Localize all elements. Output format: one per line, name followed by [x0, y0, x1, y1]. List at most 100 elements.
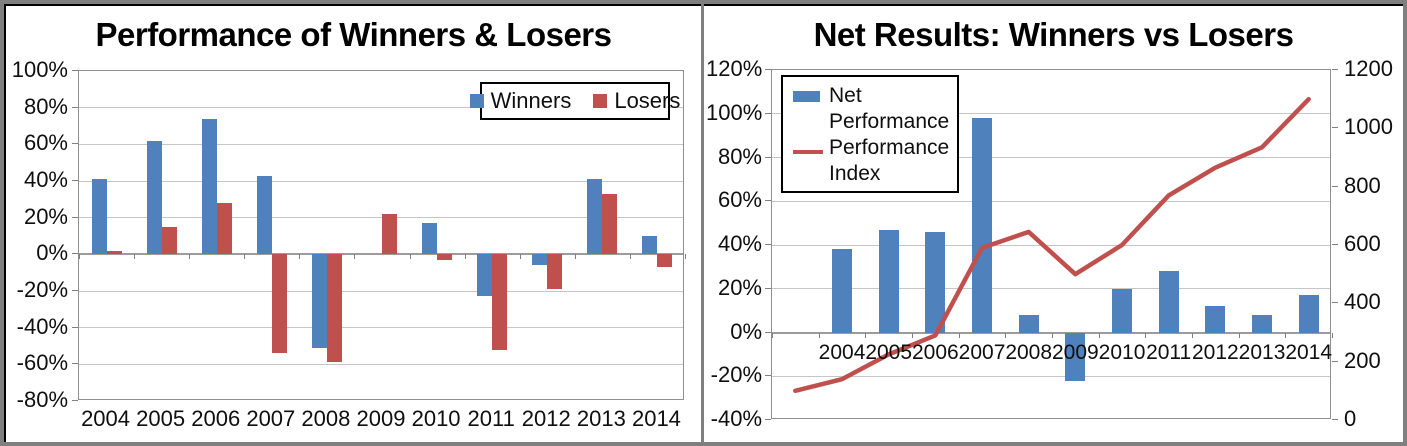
- right-y-axis-label: 1000: [1344, 114, 1393, 140]
- losers-swatch-icon: [593, 94, 608, 108]
- right-y-axis-tick: [1332, 302, 1338, 304]
- bar-winners-2010: [422, 223, 438, 255]
- chart-title-net-results: Net Results: Winners vs Losers: [813, 16, 1294, 53]
- category-tick: [629, 254, 631, 260]
- x-axis-label: 2014: [631, 406, 681, 431]
- x-axis-label: 2011: [467, 406, 515, 431]
- x-axis-label: 2007: [958, 340, 1006, 364]
- y-axis-tick: [72, 326, 78, 328]
- bar-net-performance-2013: [1252, 315, 1272, 333]
- bar-losers-2013: [602, 193, 618, 255]
- x-axis-label: 2007: [246, 406, 296, 431]
- category-tick: [409, 254, 411, 260]
- chart-panel-net-results: Net Results: Winners vs Losers 2004 2005 2…: [704, 6, 1403, 440]
- bar-winners-2013: [587, 179, 603, 255]
- legend-item-net-performance: Net Performance: [793, 83, 949, 135]
- x-axis-label: 2009: [1052, 340, 1099, 364]
- gridline: [79, 327, 683, 329]
- y-axis-label: -40%: [16, 313, 68, 339]
- category-tick: [464, 254, 466, 260]
- x-axis-label: 2010: [411, 406, 461, 431]
- left-y-axis-label: 120%: [706, 56, 763, 81]
- right-y-axis-tick: [1332, 127, 1338, 129]
- x-axis-label: 2014: [1285, 340, 1333, 364]
- gridline: [772, 200, 1330, 202]
- bar-losers-2006: [216, 203, 232, 255]
- gridline: [772, 375, 1330, 377]
- x-axis-label: 2004: [818, 340, 866, 364]
- bar-net-performance-2008: [1018, 315, 1039, 333]
- category-tick: [685, 254, 686, 260]
- winners-swatch-icon: [469, 94, 484, 108]
- gridline: [79, 180, 683, 182]
- category-tick: [79, 254, 80, 260]
- category-tick: [1098, 332, 1100, 338]
- category-tick: [244, 254, 246, 260]
- chart-panel-performance: Performance of Winners & Losers Winners …: [6, 6, 701, 440]
- y-axis-label: -20%: [16, 277, 68, 302]
- left-y-axis-label: 100%: [706, 99, 763, 125]
- y-axis-tick: [72, 143, 78, 145]
- x-axis-label: 2006: [912, 340, 959, 364]
- performance-index-line-swatch-icon: [793, 150, 823, 154]
- gridline: [79, 143, 683, 145]
- bar-winners-2006: [201, 118, 217, 255]
- right-y-axis-label: 200: [1344, 347, 1381, 373]
- legend-item-performance-index: Performance Index: [793, 135, 949, 187]
- gridline: [79, 217, 683, 219]
- left-y-axis-label: 40%: [717, 231, 762, 256]
- x-axis-label: 2009: [356, 406, 406, 431]
- bar-losers-2009: [382, 214, 397, 255]
- left-y-axis-label: 60%: [717, 187, 762, 213]
- plot-area-performance: [78, 70, 686, 400]
- category-tick: [865, 332, 867, 338]
- chart-title-performance: Performance of Winners & Losers: [95, 16, 612, 53]
- x-axis-label: 2013: [1238, 340, 1286, 364]
- bar-winners-2008: [311, 254, 327, 348]
- panel-divider: [701, 4, 704, 442]
- y-axis-label: 80%: [23, 93, 68, 119]
- x-axis-label: 2012: [1192, 340, 1239, 364]
- left-y-axis-label: 20%: [717, 274, 762, 300]
- y-axis-tick: [72, 363, 78, 365]
- category-tick: [574, 254, 576, 260]
- left-y-axis-tick: [765, 244, 771, 245]
- category-tick: [519, 254, 521, 260]
- x-axis-label: 2008: [301, 406, 351, 431]
- bar-losers-2008: [326, 254, 342, 363]
- bar-losers-2007: [271, 254, 287, 354]
- bar-winners-2004: [91, 179, 107, 255]
- gridline: [79, 290, 683, 292]
- category-tick: [958, 332, 960, 338]
- right-y-axis-label: 800: [1344, 172, 1381, 198]
- right-y-axis-tick: [1332, 185, 1338, 187]
- category-tick: [299, 254, 301, 260]
- bar-net-performance-2012: [1205, 306, 1226, 333]
- legend-label-winners: Winners: [490, 88, 572, 113]
- bar-net-performance-2009: [1065, 332, 1086, 381]
- bar-winners-2011: [477, 254, 493, 297]
- x-axis-label: 2005: [136, 406, 186, 431]
- left-y-axis-tick: [765, 375, 771, 377]
- bar-losers-2004: [106, 250, 122, 255]
- category-tick: [1332, 332, 1333, 338]
- gridline: [772, 244, 1330, 246]
- y-axis-tick: [72, 290, 78, 291]
- category-tick: [1052, 332, 1053, 338]
- y-axis-tick: [72, 180, 78, 181]
- y-axis-tick: [72, 70, 78, 71]
- legend-item-losers: Losers: [593, 88, 680, 114]
- category-tick: [912, 332, 913, 338]
- left-y-axis-tick: [765, 200, 771, 202]
- bar-losers-2010: [437, 254, 453, 260]
- x-axis-label: 2010: [1098, 340, 1146, 364]
- legend-net-results: Net Performance Performance Index: [781, 75, 959, 193]
- frame-left-edge: [4, 4, 6, 442]
- category-tick: [1238, 332, 1240, 338]
- y-axis-tick: [72, 106, 78, 108]
- category-tick: [354, 254, 356, 260]
- right-y-axis-tick: [1332, 244, 1338, 245]
- bar-net-performance-2004: [832, 249, 852, 333]
- y-axis-label: -80%: [16, 387, 68, 412]
- y-axis-tick: [72, 216, 78, 218]
